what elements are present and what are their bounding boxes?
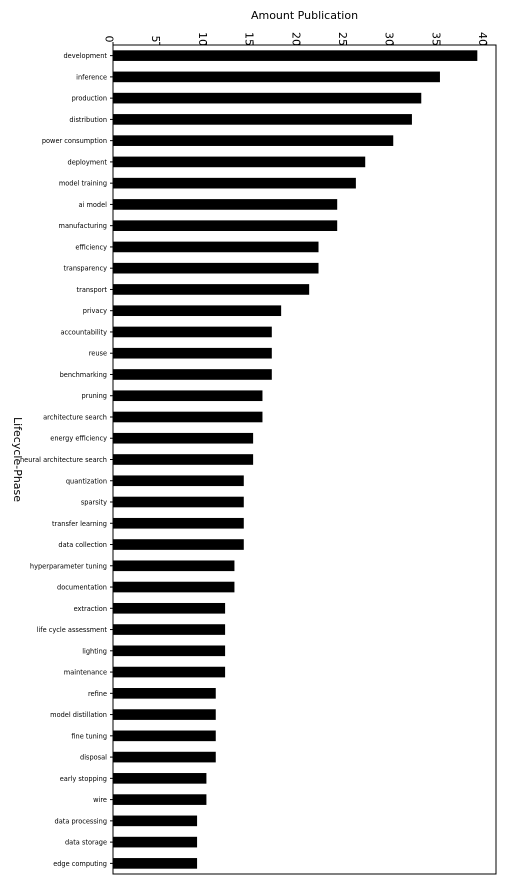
x-tick-label: 10 — [196, 32, 209, 46]
y-tick-label: ai model — [79, 201, 108, 209]
bar-data-collection — [113, 539, 244, 550]
bar-architecture-search — [113, 411, 263, 423]
y-tick-label: wire — [93, 796, 107, 804]
bar-documentation — [113, 581, 235, 593]
y-tick-label: distribution — [69, 116, 107, 124]
y-tick-label: development — [64, 52, 108, 60]
bar-reuse — [113, 347, 272, 359]
bar-pruning — [113, 390, 263, 402]
bar-distribution — [113, 114, 412, 125]
y-tick-label: deployment — [68, 158, 108, 166]
y-tick-label: benchmarking — [60, 371, 107, 379]
bar-maintenance — [113, 666, 226, 678]
bar-manufacturing — [113, 220, 338, 231]
bar-transparency — [113, 262, 319, 274]
y-tick-label: lighting — [82, 647, 107, 655]
y-tick-label: life cycle assessment — [37, 626, 108, 634]
y-tick-label: transport — [77, 286, 108, 294]
y-tick-label: transfer learning — [52, 520, 107, 528]
bars — [113, 50, 478, 869]
y-tick-label: energy efficiency — [50, 435, 107, 443]
y-tick-label: early stopping — [60, 775, 107, 783]
y-tick-label: disposal — [80, 754, 107, 762]
bar-ai-model — [113, 199, 338, 210]
x-tick-label: 25 — [336, 32, 349, 46]
bar-data-processing — [113, 815, 198, 827]
y-tick-label: data collection — [58, 541, 107, 549]
bar-disposal — [113, 751, 216, 763]
y-tick-label: pruning — [82, 392, 107, 400]
y-tick-label: transparency — [63, 265, 107, 273]
y-tick-label: manufacturing — [59, 222, 107, 230]
x-tick-label: 40 — [476, 32, 489, 46]
bar-deployment — [113, 156, 366, 168]
bar-refine — [113, 688, 216, 699]
bar-extraction — [113, 602, 226, 614]
y-tick-label: privacy — [83, 307, 107, 315]
y-tick-label: sparsity — [81, 499, 107, 507]
y-tick-label: model distillation — [50, 711, 107, 719]
x-axis-title: Amount Publication — [251, 9, 358, 22]
x-tick-label: 20 — [289, 32, 302, 46]
bar-transport — [113, 284, 310, 295]
bar-development — [113, 50, 478, 61]
bar-production — [113, 92, 422, 104]
y-tick-label: fine tuning — [71, 732, 107, 740]
y-tick-label: neural architecture search — [20, 456, 107, 464]
bar-inference — [113, 71, 440, 83]
bar-neural-architecture-search — [113, 454, 254, 465]
x-tick-label: 5 — [149, 36, 162, 43]
bar-accountability — [113, 326, 272, 338]
y-tick-label: refine — [88, 690, 107, 698]
y-tick-labels: development inference production distributi… — [20, 52, 113, 868]
y-tick-label: documentation — [57, 584, 107, 592]
bar-energy-efficiency — [113, 432, 254, 444]
x-tick-label: 30 — [383, 32, 396, 46]
y-tick-label: model training — [59, 180, 107, 188]
y-tick-label: hyperparameter tuning — [30, 562, 107, 570]
bar-data-storage — [113, 836, 198, 848]
bar-life-cycle-assessment — [113, 624, 226, 635]
y-tick-label: data processing — [55, 817, 107, 825]
bar-model-training — [113, 177, 356, 189]
plot-frame — [112, 44, 497, 875]
x-tick-label: 15 — [243, 32, 256, 46]
bar-wire — [113, 794, 207, 805]
bar-hyperparameter-tuning — [113, 560, 235, 572]
bar-efficiency — [113, 241, 319, 253]
x-tick-label: 0 — [103, 36, 116, 43]
y-tick-label: efficiency — [75, 243, 107, 251]
bar-lighting — [113, 645, 226, 657]
y-tick-label: production — [72, 95, 107, 103]
bar-fine-tuning — [113, 730, 216, 742]
bar-model-distillation — [113, 709, 216, 720]
y-axis-title: Lifecycle-Phase — [11, 417, 24, 502]
y-tick-label: edge computing — [53, 860, 107, 868]
x-tick-label: 35 — [429, 32, 442, 46]
bar-edge-computing — [113, 858, 198, 869]
bar-quantization — [113, 475, 244, 487]
y-tick-label: reuse — [89, 350, 107, 358]
y-tick-label: power consumption — [42, 137, 107, 145]
bar-early-stopping — [113, 773, 207, 784]
y-tick-label: maintenance — [64, 669, 107, 677]
y-tick-label: data storage — [65, 839, 107, 847]
y-tick-label: inference — [76, 73, 107, 81]
y-tick-label: extraction — [74, 605, 107, 613]
x-tick-labels: 0 5 10 15 20 25 30 35 40 — [103, 32, 490, 46]
bar-benchmarking — [113, 369, 272, 380]
y-tick-label: quantization — [66, 477, 107, 485]
bar-sparsity — [113, 496, 244, 508]
bar-power-consumption — [113, 135, 394, 146]
y-tick-label: accountability — [61, 328, 108, 336]
y-tick-label: architecture search — [43, 413, 107, 421]
bar-privacy — [113, 305, 282, 317]
bar-transfer-learning — [113, 517, 244, 529]
